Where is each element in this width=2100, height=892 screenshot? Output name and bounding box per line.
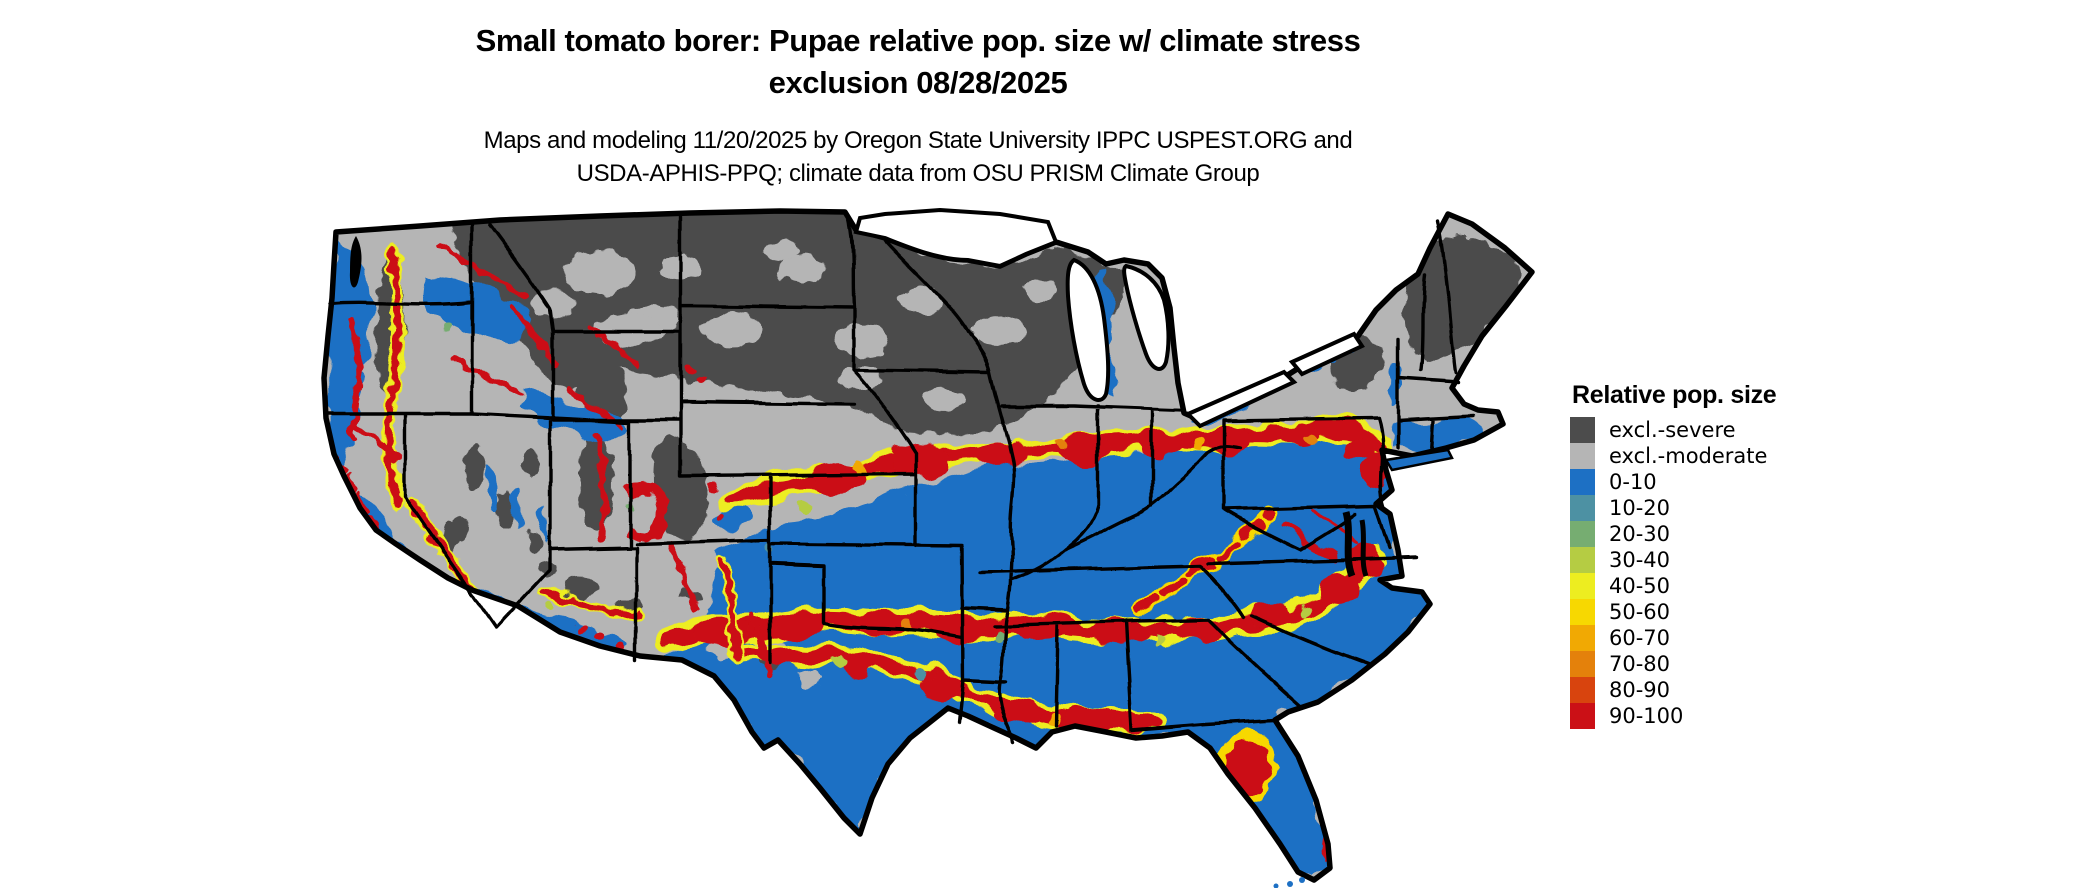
legend-item-label: 80-90 — [1609, 678, 1671, 702]
legend-item: excl.-severe — [1570, 417, 1870, 443]
puget-sound — [349, 236, 362, 288]
florida-keys — [1273, 877, 1305, 889]
map-credits-line2: USDA-APHIS-PPQ; climate data from OSU PR… — [576, 160, 1260, 187]
legend-item-label: excl.-moderate — [1609, 444, 1768, 468]
legend-item-label: 90-100 — [1609, 704, 1684, 728]
legend-swatch-b70 — [1570, 651, 1595, 677]
legend-swatch-b90 — [1570, 703, 1595, 729]
legend-title: Relative pop. size — [1572, 381, 1777, 409]
legend-item-label: 20-30 — [1609, 522, 1671, 546]
legend-item-label: 60-70 — [1609, 626, 1671, 650]
legend-item: excl.-moderate — [1570, 443, 1870, 469]
title-block: Small tomato borer: Pupae relative pop. … — [0, 20, 1836, 190]
coastal-water-features — [349, 236, 1454, 889]
legend-item-label: 50-60 — [1609, 600, 1671, 624]
us-choropleth-map — [300, 207, 1535, 889]
lake-ontario — [1288, 331, 1365, 377]
legend-item-label: 10-20 — [1609, 496, 1671, 520]
lake-huron — [1122, 263, 1171, 371]
legend-item: 90-100 — [1570, 703, 1870, 729]
legend-item: 10-20 — [1570, 495, 1870, 521]
legend-swatch-b60 — [1570, 625, 1595, 651]
chesapeake-bay — [1342, 511, 1356, 578]
legend-item: 30-40 — [1570, 547, 1870, 573]
map-credits-line1: Maps and modeling 11/20/2025 by Oregon S… — [483, 127, 1353, 154]
state-borders — [324, 214, 1474, 744]
legend-swatch-b50 — [1570, 599, 1595, 625]
legend: Relative pop. size excl.-severe excl.-mod… — [1570, 381, 1870, 729]
legend-item-label: 0-10 — [1609, 470, 1657, 494]
lake-superior — [853, 207, 1059, 269]
legend-item: 50-60 — [1570, 599, 1870, 625]
legend-swatch-b0 — [1570, 469, 1595, 495]
long-island — [1383, 448, 1454, 472]
legend-swatch-b30 — [1570, 547, 1595, 573]
legend-item-label: excl.-severe — [1609, 418, 1736, 442]
legend-item: 70-80 — [1570, 651, 1870, 677]
credits-block: Maps and modeling 11/20/2025 by Oregon S… — [0, 124, 1836, 190]
legend-items: excl.-severe excl.-moderate 0-10 10-20 20-30… — [1570, 417, 1870, 729]
lake-michigan — [1065, 257, 1111, 402]
legend-item-label: 30-40 — [1609, 548, 1671, 572]
legend-item: 80-90 — [1570, 677, 1870, 703]
map-title-line1: Small tomato borer: Pupae relative pop. … — [475, 23, 1361, 58]
chesapeake-bay-east — [1359, 519, 1369, 577]
legend-item: 0-10 — [1570, 469, 1870, 495]
us-map-svg — [300, 207, 1535, 889]
legend-item-label: 70-80 — [1609, 652, 1671, 676]
legend-item: 20-30 — [1570, 521, 1870, 547]
legend-swatch-b10 — [1570, 495, 1595, 521]
legend-swatch-b20 — [1570, 521, 1595, 547]
map-title-line2: exclusion 08/28/2025 — [768, 65, 1068, 100]
moderate-mottle-layer — [532, 240, 1060, 412]
legend-item-label: 40-50 — [1609, 574, 1671, 598]
great-lakes — [853, 207, 1365, 429]
legend-swatch-severe — [1570, 417, 1595, 443]
legend-item: 40-50 — [1570, 573, 1870, 599]
legend-swatch-moderate — [1570, 443, 1595, 469]
legend-swatch-b40 — [1570, 573, 1595, 599]
legend-swatch-b80 — [1570, 677, 1595, 703]
lake-erie — [1184, 369, 1298, 429]
legend-item: 60-70 — [1570, 625, 1870, 651]
